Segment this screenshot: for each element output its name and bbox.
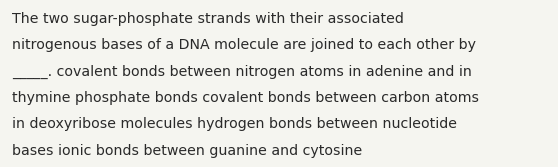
Text: nitrogenous bases of a DNA molecule are joined to each other by: nitrogenous bases of a DNA molecule are … <box>12 38 477 52</box>
Text: bases ionic bonds between guanine and cytosine: bases ionic bonds between guanine and cy… <box>12 144 363 158</box>
Text: _____. covalent bonds between nitrogen atoms in adenine and in: _____. covalent bonds between nitrogen a… <box>12 64 472 79</box>
Text: thymine phosphate bonds covalent bonds between carbon atoms: thymine phosphate bonds covalent bonds b… <box>12 91 479 105</box>
Text: in deoxyribose molecules hydrogen bonds between nucleotide: in deoxyribose molecules hydrogen bonds … <box>12 117 457 131</box>
Text: The two sugar-phosphate strands with their associated: The two sugar-phosphate strands with the… <box>12 12 404 26</box>
